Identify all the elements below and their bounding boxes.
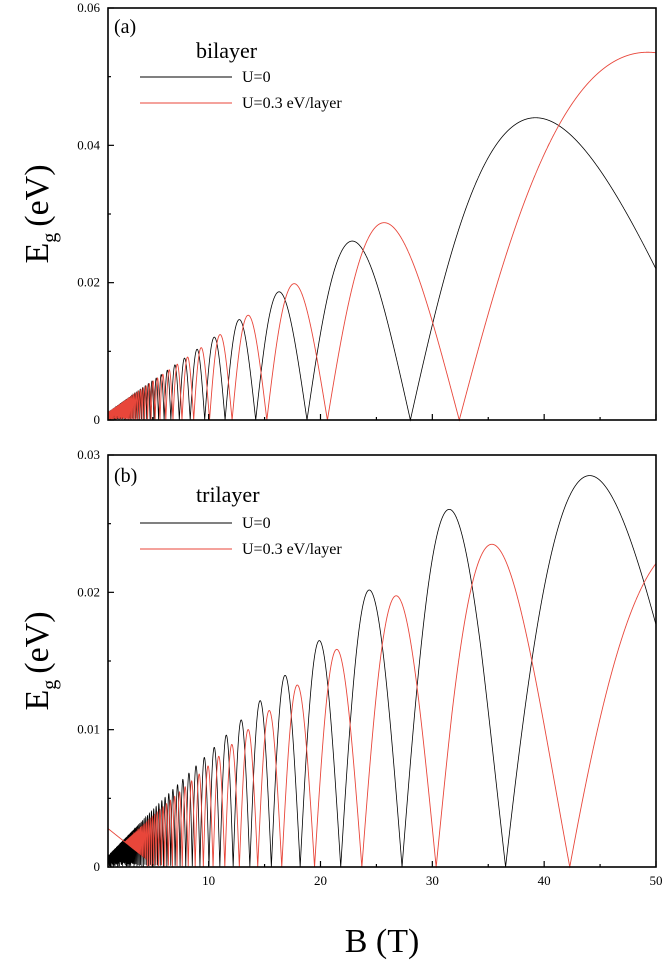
panel-b-ytick-label: 0.01	[77, 722, 100, 737]
panel-a-ylabel: Eg(eV)	[19, 164, 61, 263]
panel-b-legend-label-u0: U=0	[242, 515, 271, 532]
panel-b-legend-label-u03: U=0.3 eV/layer	[242, 541, 342, 558]
panel-b-tag: (b)	[114, 465, 137, 487]
panel-b-ylabel: Eg(eV)	[19, 611, 61, 710]
panel-a-legend-label-u03: U=0.3 eV/layer	[242, 95, 342, 112]
x-axis-label: B (T)	[345, 923, 420, 960]
panel-a-ticks: 0 0.02 0.04 0.06	[77, 0, 657, 427]
panel-b-series-u03-line	[107, 543, 657, 869]
panel-b-ytick-label: 0.02	[77, 584, 100, 599]
panel-a-legend-title: bilayer	[196, 38, 258, 63]
panel-a-series-u03-line	[107, 51, 657, 422]
panel-a-ytick-label: 0.04	[77, 137, 100, 152]
panel-a-ytick-label: 0.06	[77, 0, 100, 15]
panel-a-frame	[107, 7, 657, 421]
panel-b-ytick-label: 0.03	[77, 447, 100, 462]
panel-b-xtick-label: 30	[426, 873, 439, 888]
panel-b-curves	[107, 475, 657, 869]
panel-b-xtick-label: 50	[650, 873, 663, 888]
panel-b-ticks: 0 0.01 0.02 0.03 10 20 30 40 50	[77, 447, 662, 888]
panel-b-xtick-label: 10	[202, 873, 215, 888]
panel-a-series-u0-line	[107, 117, 657, 422]
panel-b-xtick-label: 40	[538, 873, 551, 888]
panel-a: 0 0.02 0.04 0.06 (a) bilayer U=0 U=0.3 eV/l…	[19, 0, 657, 427]
panel-a-ytick-label: 0	[94, 412, 101, 427]
panel-a-tag: (a)	[114, 16, 136, 38]
panel-a-legend-label-u0: U=0	[242, 69, 271, 86]
panel-a-ytick-label: 0.02	[77, 275, 100, 290]
panel-b-xtick-label: 20	[314, 873, 327, 888]
panel-b: 0 0.01 0.02 0.03 10 20 30 40 50 (b) trilayer U=0…	[19, 447, 663, 888]
panel-b-ytick-label: 0	[94, 859, 101, 874]
panel-a-curves	[107, 51, 657, 422]
panel-b-legend-title: trilayer	[196, 482, 260, 507]
